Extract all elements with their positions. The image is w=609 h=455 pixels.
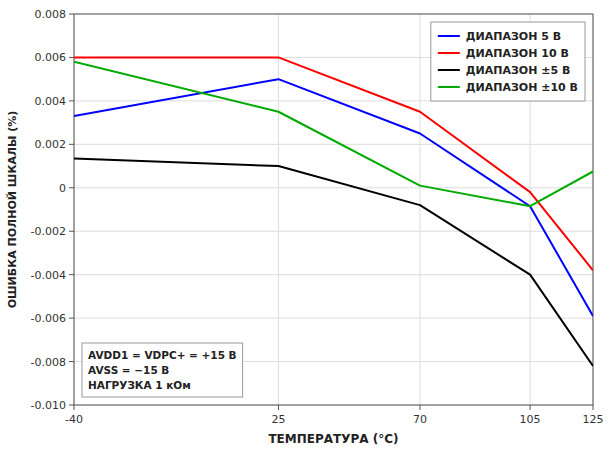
legend-swatch	[438, 69, 460, 71]
series-line	[74, 62, 593, 206]
y-tick-label: -0.004	[31, 269, 66, 282]
y-tick	[69, 14, 74, 15]
y-tick-label: 0.002	[35, 138, 67, 151]
y-tick-label: 0.008	[35, 8, 67, 21]
annotation-text: AVSS = −15 В	[88, 364, 169, 376]
y-tick-label: -0.002	[31, 225, 66, 238]
plot-frame	[74, 14, 593, 405]
x-axis-label: ТЕМПЕРАТУРА (°C)	[268, 432, 398, 446]
y-tick-label: -0.006	[31, 312, 66, 325]
x-tick	[593, 405, 594, 410]
series-line	[74, 158, 593, 365]
x-tick	[74, 405, 75, 410]
grid-line	[74, 318, 593, 319]
y-tick	[69, 318, 74, 319]
y-tick	[69, 361, 74, 362]
x-tick-label: 105	[520, 413, 541, 426]
y-tick	[69, 57, 74, 58]
series-group	[74, 57, 593, 365]
grid-line	[74, 231, 593, 232]
grid-line	[74, 274, 593, 275]
x-tick-label: 70	[413, 413, 427, 426]
y-tick	[69, 100, 74, 101]
legend-label: ДИАПАЗОН ±5 В	[466, 64, 571, 77]
legend-label: ДИАПАЗОН ±10 В	[466, 81, 578, 94]
x-tick-label: 125	[583, 413, 604, 426]
grid-line	[420, 14, 421, 405]
grid-line	[278, 14, 279, 405]
grid-line	[74, 144, 593, 145]
legend: ДИАПАЗОН 5 В ДИАПАЗОН 10 В ДИАПАЗОН ±5 В ДИ…	[431, 22, 585, 101]
legend-swatch	[438, 52, 460, 54]
annotation-box	[82, 343, 243, 397]
chart: -40 25 70 105 125 -0.010 -0.008 -0.006 -0.004 -0.…	[0, 0, 609, 455]
legend-swatch	[438, 35, 460, 37]
annotation-text: AVDD1 = VDPC+ = +15 В	[88, 349, 237, 361]
y-tick-label: 0.006	[35, 51, 67, 64]
x-tick-label: -40	[65, 413, 83, 426]
y-tick	[69, 187, 74, 188]
legend-box	[431, 22, 585, 101]
series-line	[74, 57, 593, 270]
y-tick	[69, 274, 74, 275]
annotation-text: НАГРУЗКА 1 кОм	[88, 379, 191, 391]
axes: -40 25 70 105 125 -0.010 -0.008 -0.006 -0.004 -0.…	[31, 8, 604, 426]
y-tick	[69, 231, 74, 232]
legend-label: ДИАПАЗОН 10 В	[466, 47, 569, 60]
x-tick	[530, 405, 531, 410]
legend-swatch	[438, 86, 460, 88]
y-axis-label: ОШИБКА ПОЛНОЙ ШКАЛЫ (%)	[6, 111, 19, 309]
legend-label: ДИАПАЗОН 5 В	[466, 30, 561, 43]
x-tick-label: 25	[271, 413, 285, 426]
y-tick-label: -0.010	[31, 399, 66, 412]
x-tick	[278, 405, 279, 410]
y-tick-label: -0.008	[31, 356, 66, 369]
grid	[74, 14, 593, 405]
y-tick-label: 0.004	[35, 95, 67, 108]
x-tick	[420, 405, 421, 410]
y-tick-label: 0	[59, 182, 66, 195]
annotation: AVDD1 = VDPC+ = +15 В AVSS = −15 В НАГРУЗК…	[82, 343, 243, 397]
y-tick	[69, 405, 74, 406]
series-line	[74, 79, 593, 316]
y-tick	[69, 144, 74, 145]
grid-line	[74, 187, 593, 188]
